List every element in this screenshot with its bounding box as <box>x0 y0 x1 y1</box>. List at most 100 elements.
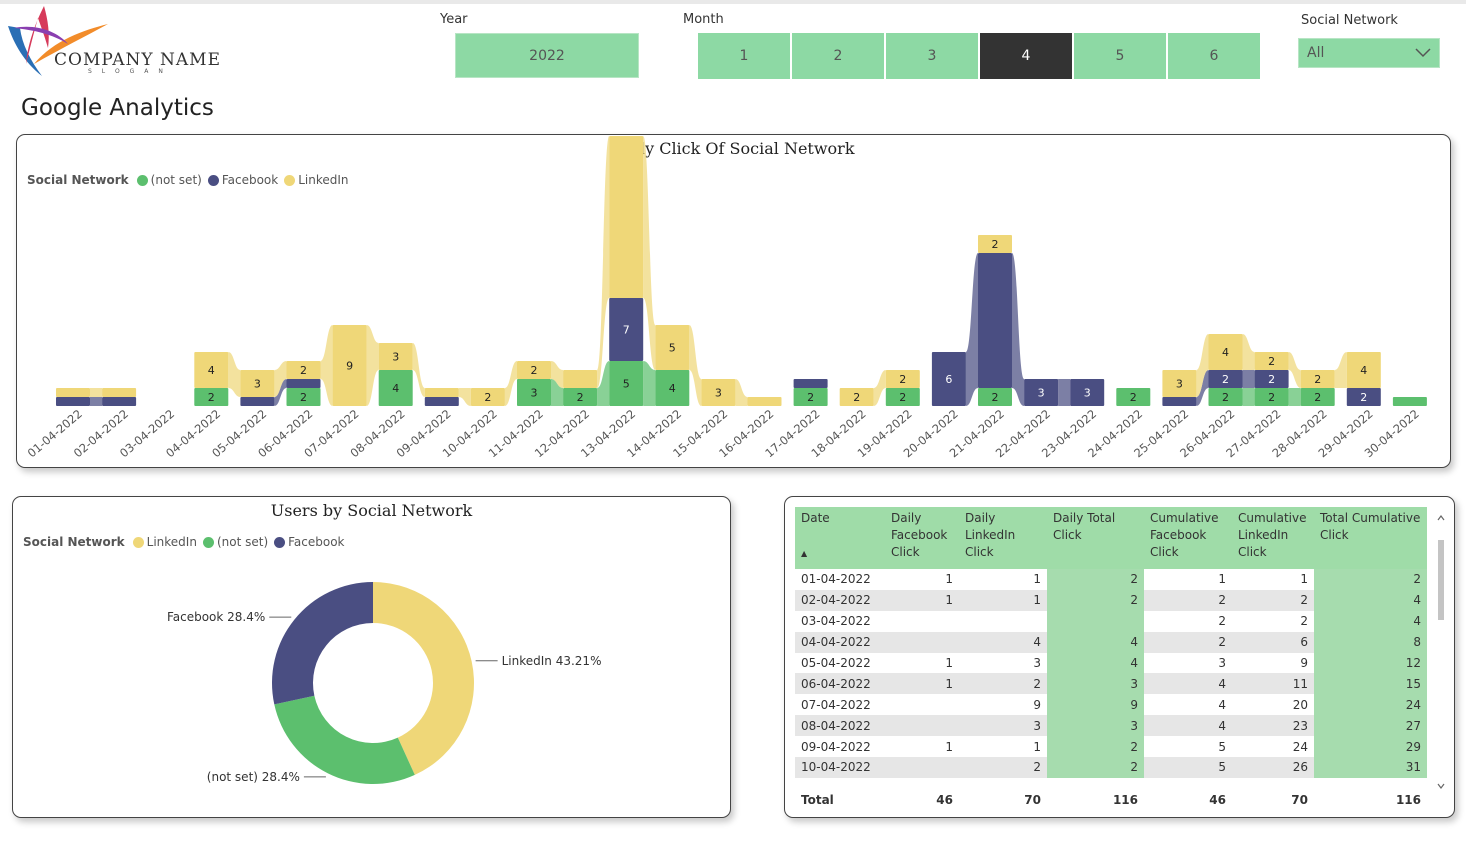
month-button-2[interactable]: 2 <box>792 33 884 79</box>
table-row[interactable]: 07-04-2022 9 9 4 20 24 <box>795 694 1427 716</box>
column-header-cumulative-facebook[interactable]: Cumulative Facebook Click <box>1144 507 1232 569</box>
table-cell: 2 <box>1047 736 1144 758</box>
data-label: 3 <box>392 351 399 364</box>
table-cell: 2 <box>1300 614 1308 629</box>
month-button-1[interactable]: 1 <box>698 33 790 79</box>
table-row[interactable]: 04-04-2022 4 4 2 6 8 <box>795 631 1427 653</box>
column-header-date[interactable]: Date ▲ <box>795 507 885 569</box>
ribbon-linkedin <box>274 361 287 397</box>
table-cell: 3 <box>959 715 1047 737</box>
month-button-5[interactable]: 5 <box>1074 33 1166 79</box>
data-label: 7 <box>623 324 630 337</box>
data-label: 3 <box>254 378 261 391</box>
year-slicer-button[interactable]: 2022 <box>455 33 639 78</box>
bar-segment <box>978 235 1012 253</box>
month-button-3[interactable]: 3 <box>886 33 978 79</box>
daily-chart-legend: Social Network (not set) Facebook Linked… <box>27 173 355 187</box>
table-cell: 3 <box>1218 656 1226 670</box>
table-cell: 4 <box>959 631 1047 653</box>
bar-segment <box>609 298 644 361</box>
table-row[interactable]: 05-04-2022 1 3 4 3 9 12 <box>795 652 1427 674</box>
legend-title: Social Network <box>27 173 129 187</box>
bar-segment <box>194 352 229 388</box>
table-row[interactable]: 03-04-2022 2 2 4 <box>795 610 1427 632</box>
data-label: 2 <box>1222 373 1229 386</box>
table-row[interactable]: 02-04-2022 1 1 2 2 2 4 <box>795 589 1427 611</box>
table-cell: 2 <box>1144 589 1232 611</box>
legend-item-facebook[interactable]: Facebook <box>274 535 345 549</box>
ribbon-linkedin <box>228 352 241 397</box>
bar-segment <box>286 379 321 388</box>
table-cell: 2 <box>1218 614 1226 629</box>
table-cell: 9 <box>1300 656 1308 670</box>
table-cell: 24 <box>1314 694 1427 716</box>
donut-slice-notset[interactable] <box>274 695 415 784</box>
table-row[interactable]: 09-04-2022 1 1 2 5 24 29 <box>795 736 1427 758</box>
table-cell: 31 <box>1314 757 1427 778</box>
data-label: 3 <box>1176 378 1183 391</box>
column-header-total-cumulative[interactable]: Total Cumulative Click <box>1314 507 1427 569</box>
legend-dot <box>207 174 219 186</box>
month-button-6[interactable]: 6 <box>1168 33 1260 79</box>
table-row[interactable]: 10-04-2022 2 2 5 26 31 <box>795 757 1427 778</box>
ribbon-linkedin <box>689 325 702 406</box>
ribbon-linkedin <box>1288 352 1301 388</box>
bar-segment <box>655 370 690 406</box>
table-cell: 1 <box>1218 572 1226 587</box>
bar-segment <box>286 361 321 379</box>
data-label: 9 <box>346 360 353 373</box>
table-row[interactable]: 06-04-2022 1 2 3 4 11 15 <box>795 673 1427 695</box>
table-cell <box>885 611 959 632</box>
data-label: 2 <box>1222 391 1229 404</box>
logo-swoosh-icon <box>8 6 108 76</box>
column-header-daily-linkedin[interactable]: Daily LinkedIn Click <box>959 507 1047 569</box>
table-cell: 2 <box>959 673 1047 695</box>
data-label: 2 <box>853 391 860 404</box>
table-row[interactable]: 08-04-2022 3 3 4 23 27 <box>795 715 1427 737</box>
ribbon-facebook <box>965 253 978 406</box>
data-label: 2 <box>992 238 999 251</box>
column-header-daily-facebook[interactable]: Daily Facebook Click <box>885 507 959 569</box>
legend-item-not-set[interactable]: (not set) <box>136 173 202 187</box>
bar-segment <box>102 388 137 397</box>
month-button-4[interactable]: 4 <box>980 33 1072 79</box>
table-cell: 10-04-2022 <box>795 757 885 778</box>
table-scrollbar[interactable] <box>1436 512 1446 794</box>
legend-item-linkedin[interactable]: LinkedIn <box>132 535 197 549</box>
bar-segment <box>1116 388 1151 406</box>
bar-segment <box>793 379 828 388</box>
data-label: 4 <box>1222 346 1229 359</box>
table-cell: 1 <box>885 589 959 611</box>
bar-segment <box>1300 388 1335 406</box>
ribbon-facebook <box>1058 379 1071 406</box>
social-network-dropdown[interactable]: All <box>1298 38 1440 68</box>
column-header-daily-total[interactable]: Daily Total Click <box>1047 507 1144 569</box>
sort-ascending-icon: ▲ <box>801 549 808 558</box>
total-label: Total <box>801 793 834 807</box>
column-header-cumulative-linkedin[interactable]: Cumulative LinkedIn Click <box>1232 507 1314 569</box>
legend-item-facebook[interactable]: Facebook <box>207 173 278 187</box>
data-label: 2 <box>484 391 491 404</box>
bar-segment <box>1254 352 1289 370</box>
legend-item-not-set[interactable]: (not set) <box>202 535 268 549</box>
donut-slice-linkedin[interactable] <box>373 582 474 775</box>
table-cell: 6 <box>1232 631 1314 653</box>
legend-item-linkedin[interactable]: LinkedIn <box>284 173 349 187</box>
ribbon-linkedin <box>735 379 748 406</box>
table-cell <box>959 611 1047 632</box>
bar-segment <box>1392 397 1427 406</box>
daily-click-chart-card: Daily Click Of Social Network Social Net… <box>16 134 1451 468</box>
ribbon-notset <box>597 361 610 406</box>
table-cell: 03-04-2022 <box>801 614 871 629</box>
table-header-row: Date ▲ Daily Facebook Click Daily LinkedI… <box>795 507 1427 569</box>
donut-slice-facebook[interactable] <box>272 582 373 705</box>
table-row[interactable]: 01-04-2022 1 1 2 1 1 2 <box>795 569 1427 590</box>
scroll-up-icon <box>1437 515 1445 521</box>
bar-segment <box>609 136 644 298</box>
company-logo: COMPANY NAME SLOGAN <box>4 4 224 80</box>
table-cell <box>885 631 959 653</box>
data-label: 2 <box>1314 391 1321 404</box>
users-donut-chart[interactable]: LinkedIn 43.21% (not set) 28.4% Facebook 2… <box>13 497 730 817</box>
ribbon-facebook <box>1242 370 1255 388</box>
